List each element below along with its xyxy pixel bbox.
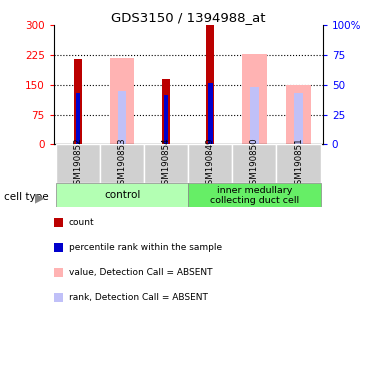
Text: value, Detection Call = ABSENT: value, Detection Call = ABSENT xyxy=(69,268,212,277)
Bar xyxy=(286,85,311,144)
Text: GSM190851: GSM190851 xyxy=(294,137,303,190)
Text: cell type: cell type xyxy=(4,192,48,202)
Bar xyxy=(188,184,321,207)
Bar xyxy=(208,83,213,144)
Text: GSM190853: GSM190853 xyxy=(118,137,127,190)
Bar xyxy=(242,54,266,144)
Text: ▶: ▶ xyxy=(35,192,45,205)
Text: GSM190849: GSM190849 xyxy=(206,138,215,190)
Text: count: count xyxy=(69,218,94,227)
Text: GSM190852: GSM190852 xyxy=(73,137,82,190)
Text: GSM190854: GSM190854 xyxy=(162,137,171,190)
Bar xyxy=(56,144,100,184)
Bar xyxy=(56,184,188,207)
Text: percentile rank within the sample: percentile rank within the sample xyxy=(69,243,222,252)
Bar xyxy=(144,144,188,184)
Bar xyxy=(74,59,82,144)
Text: control: control xyxy=(104,190,140,200)
Bar xyxy=(276,144,321,184)
Bar xyxy=(100,144,144,184)
Bar xyxy=(162,79,170,144)
Bar xyxy=(118,91,127,144)
Bar xyxy=(110,58,134,144)
Bar xyxy=(250,87,259,144)
Bar xyxy=(188,144,232,184)
Bar xyxy=(164,95,168,144)
Bar xyxy=(76,93,80,144)
Text: rank, Detection Call = ABSENT: rank, Detection Call = ABSENT xyxy=(69,293,207,302)
Text: inner medullary
collecting duct cell: inner medullary collecting duct cell xyxy=(210,186,299,205)
Text: GSM190850: GSM190850 xyxy=(250,137,259,190)
Title: GDS3150 / 1394988_at: GDS3150 / 1394988_at xyxy=(111,11,266,24)
Bar xyxy=(294,93,303,144)
Bar xyxy=(232,144,276,184)
Bar xyxy=(206,25,214,144)
